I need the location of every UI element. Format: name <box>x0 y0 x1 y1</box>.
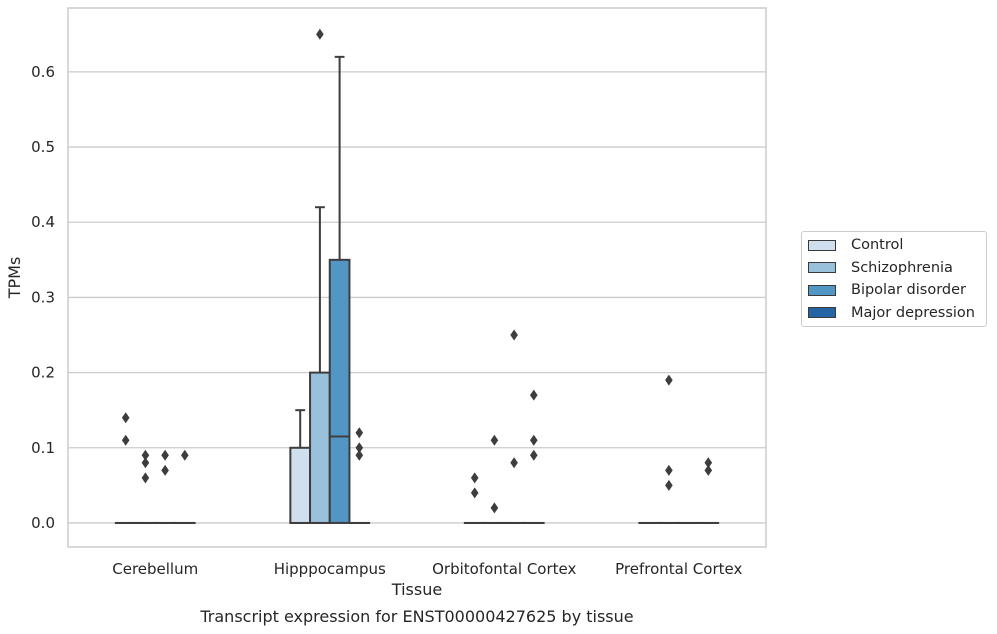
box-control <box>289 409 312 524</box>
outlier-point <box>141 472 150 484</box>
plot-area-frame <box>67 7 767 548</box>
outlier-point <box>161 449 169 461</box>
outlier-point <box>530 389 538 401</box>
outlier-points <box>121 28 713 514</box>
outlier-point <box>704 457 713 469</box>
outlier-point <box>510 329 518 341</box>
outlier-point <box>161 464 169 476</box>
outlier-point <box>355 449 364 461</box>
box-schizophrenia <box>309 206 331 524</box>
y-tick-label: 0.3 <box>31 288 55 306</box>
box-bipolar-disorder <box>328 55 351 524</box>
legend-label: Schizophrenia <box>851 259 953 276</box>
y-tick-label: 0.0 <box>31 514 55 532</box>
outlier-point <box>470 487 479 499</box>
x-axis-tick-labels: Cerebellum Hipppocampus Orbitofontal Corte… <box>112 560 742 578</box>
outlier-point <box>665 464 673 476</box>
legend-swatch <box>808 239 836 251</box>
outlier-point <box>121 434 130 446</box>
x-tick-label: Cerebellum <box>112 560 198 578</box>
outlier-point <box>665 374 673 386</box>
outlier-point <box>470 472 479 484</box>
legend-item: Schizophrenia <box>808 258 953 278</box>
box <box>289 446 312 524</box>
y-tick-label: 0.5 <box>31 138 55 156</box>
outlier-point <box>141 449 150 461</box>
outlier-point <box>181 449 189 461</box>
x-tick-label: Prefrontal Cortex <box>615 560 742 578</box>
y-tick-label: 0.2 <box>31 364 55 382</box>
chart-caption: Transcript expression for ENST0000042762… <box>199 607 633 626</box>
box <box>328 258 351 524</box>
legend-item: Control <box>808 235 903 255</box>
outlier-point <box>141 457 150 469</box>
legend-label: Bipolar disorder <box>851 282 966 298</box>
y-axis-label: TPMs <box>5 257 24 300</box>
x-axis-label: Tissue <box>391 580 442 599</box>
x-tick-label: Hipppocampus <box>274 560 386 578</box>
legend-item: Major depression <box>808 303 975 323</box>
outlier-point <box>316 28 324 40</box>
legend-swatch <box>808 307 836 318</box>
legend-swatch <box>808 262 836 273</box>
outlier-point <box>510 457 518 469</box>
outlier-point <box>530 449 538 461</box>
box <box>309 371 331 524</box>
outlier-point <box>490 502 499 514</box>
y-axis-tick-labels: 0.0 0.1 0.2 0.3 0.4 0.5 0.6 <box>31 63 55 532</box>
legend-label: Major depression <box>851 304 975 321</box>
outlier-point <box>355 442 364 454</box>
outlier-point <box>665 479 673 491</box>
outlier-point <box>490 434 499 446</box>
y-tick-label: 0.4 <box>31 213 55 231</box>
outlier-point <box>121 412 130 424</box>
legend-item: Bipolar disorder <box>808 280 966 300</box>
grid-lines <box>68 71 766 524</box>
legend: Control Schizophrenia Bipolar disorder Majo… <box>801 231 987 327</box>
legend-swatch <box>808 284 836 296</box>
x-tick-label: Orbitofontal Cortex <box>432 560 576 578</box>
outlier-point <box>355 427 364 439</box>
y-tick-label: 0.1 <box>31 439 55 457</box>
outlier-point <box>530 434 538 446</box>
legend-label: Control <box>851 237 904 253</box>
y-tick-label: 0.6 <box>31 63 55 81</box>
box-plot-series <box>114 55 720 524</box>
outlier-point <box>704 464 713 476</box>
